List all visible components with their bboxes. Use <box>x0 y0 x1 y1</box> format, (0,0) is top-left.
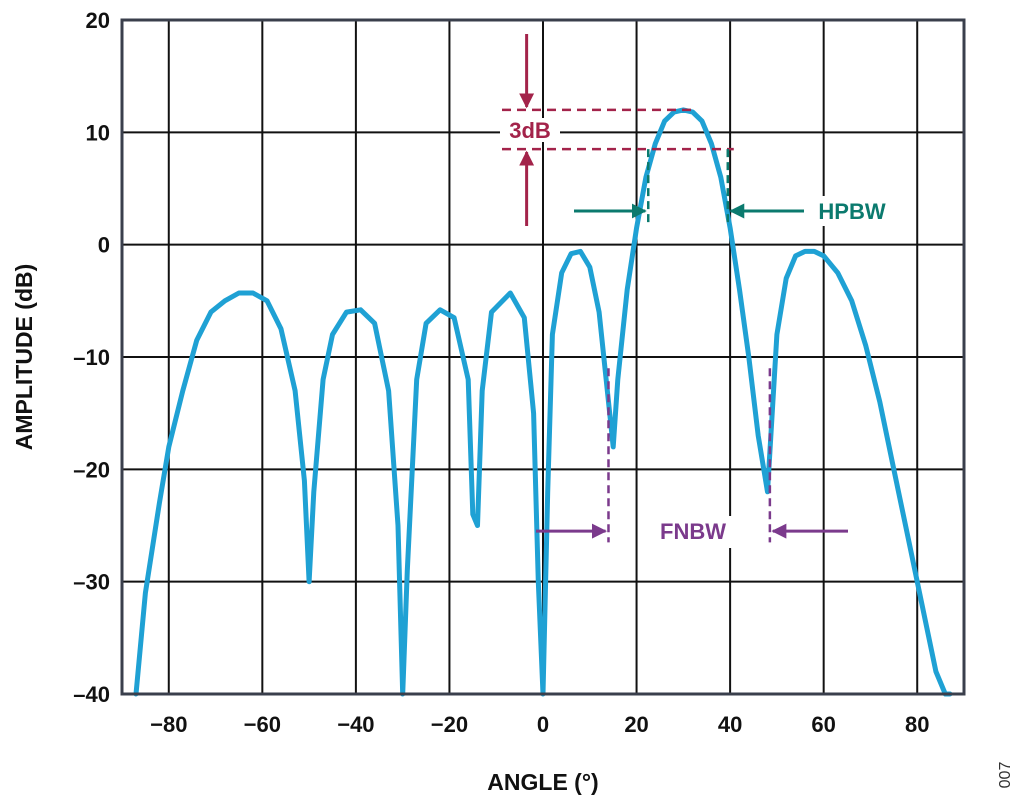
curve-layer <box>133 107 953 697</box>
x-tick-label: −80 <box>150 712 187 737</box>
y-axis-label: AMPLITUDE (dB) <box>11 264 37 451</box>
grid-lines <box>122 19 964 695</box>
x-tick-label: 40 <box>718 712 742 737</box>
x-tick-labels: −80 −60 −40 −20 0 20 40 60 80 <box>150 712 929 737</box>
figure-id: 007 <box>997 762 1014 789</box>
threshold-label: 3dB <box>509 118 551 143</box>
x-tick-label: 80 <box>905 712 929 737</box>
y-tick-label: 10 <box>86 120 110 145</box>
fnbw-label-bg <box>645 516 741 548</box>
hpbw-label-bg <box>804 196 900 226</box>
plot-frame <box>120 18 966 696</box>
x-tick-label: 0 <box>537 712 549 737</box>
fnbw-label: FNBW <box>660 519 726 544</box>
y-tick-label: 20 <box>86 8 110 33</box>
y-tick-label: –40 <box>73 682 110 707</box>
x-tick-label: −20 <box>431 712 468 737</box>
x-tick-label: 20 <box>624 712 648 737</box>
y-tick-labels: –40 –30 –20 –10 0 10 20 <box>73 8 110 707</box>
hpbw-label: HPBW <box>818 199 885 224</box>
threshold-label-bg <box>500 118 560 142</box>
y-tick-label: 0 <box>98 233 110 258</box>
x-axis-label: ANGLE (°) <box>487 769 598 795</box>
y-tick-label: –10 <box>73 345 110 370</box>
y-tick-label: –20 <box>73 457 110 482</box>
annotation-layer: 3dB HPBW FNBW <box>500 34 900 548</box>
x-tick-label: −60 <box>244 712 281 737</box>
x-tick-label: 60 <box>811 712 835 737</box>
y-tick-label: –30 <box>73 570 110 595</box>
x-tick-label: −40 <box>337 712 374 737</box>
pattern-curve <box>133 107 953 697</box>
